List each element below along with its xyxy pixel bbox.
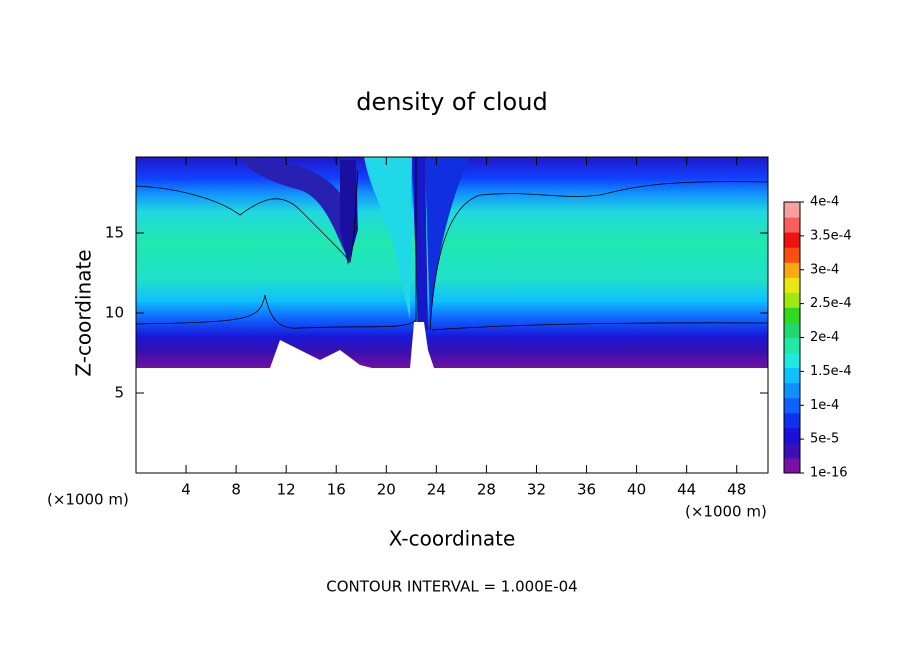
- colorbar-tick-label: 2e-4: [810, 330, 839, 345]
- colorbar-tick-label: 4e-4: [810, 195, 839, 210]
- x-tick-label: 36: [577, 481, 596, 499]
- colorbar-band: [784, 352, 800, 369]
- contour-field: [136, 157, 768, 473]
- colorbar-band: [784, 262, 800, 278]
- colorbar-band: [784, 232, 800, 248]
- colorbar-band: [784, 217, 800, 233]
- colorbar-tick-label: 1e-16: [810, 466, 848, 481]
- x-tick-label: 32: [527, 481, 546, 499]
- colorbar-tick-label: 1e-4: [810, 398, 839, 413]
- colorbar-tick-label: 2.5e-4: [810, 296, 852, 311]
- colorbar-band: [784, 427, 800, 444]
- colorbar-tick-label: 5e-5: [810, 432, 839, 447]
- x-tick-label: 16: [327, 481, 346, 499]
- y-tick-label: 15: [105, 224, 124, 242]
- colorbar-band: [784, 397, 800, 414]
- x-axis-label: X-coordinate: [389, 527, 516, 551]
- x-tick-label: 12: [277, 481, 296, 499]
- colorbar-band: [784, 442, 800, 459]
- chart-title: density of cloud: [356, 88, 547, 116]
- contour-note: CONTOUR INTERVAL = 1.000E-04: [326, 578, 577, 596]
- colorbar-band: [784, 337, 800, 354]
- x-tick-label: 28: [477, 481, 496, 499]
- colorbar-band: [784, 457, 800, 474]
- colorbar-band: [784, 382, 800, 399]
- colorbar-band: [784, 412, 800, 429]
- colorbar-band: [784, 322, 800, 338]
- y-unit: (×1000 m): [47, 491, 129, 509]
- x-tick-label: 40: [627, 481, 646, 499]
- x-tick-label: 4: [181, 481, 191, 499]
- colorbar-tick-label: 3e-4: [810, 262, 839, 277]
- x-unit: (×1000 m): [685, 503, 767, 521]
- colorbar-band: [784, 367, 800, 384]
- y-tick-label: 5: [114, 384, 124, 402]
- y-axis-label: Z-coordinate: [72, 249, 96, 376]
- plot-frame: [135, 156, 769, 474]
- colorbar-band: [784, 307, 800, 323]
- y-tick-label: 10: [105, 304, 124, 322]
- colorbar-band: [784, 292, 800, 308]
- colorbar-band: [784, 202, 800, 218]
- colorbar-band: [784, 277, 800, 293]
- colorbar-tick-label: 3.5e-4: [810, 228, 852, 243]
- x-tick-label: 44: [677, 481, 696, 499]
- x-tick-label: 20: [377, 481, 396, 499]
- x-tick-label: 48: [727, 481, 746, 499]
- x-tick-label: 24: [427, 481, 446, 499]
- colorbar-band: [784, 247, 800, 263]
- colorbar-tick-label: 1.5e-4: [810, 364, 852, 379]
- x-tick-label: 8: [231, 481, 241, 499]
